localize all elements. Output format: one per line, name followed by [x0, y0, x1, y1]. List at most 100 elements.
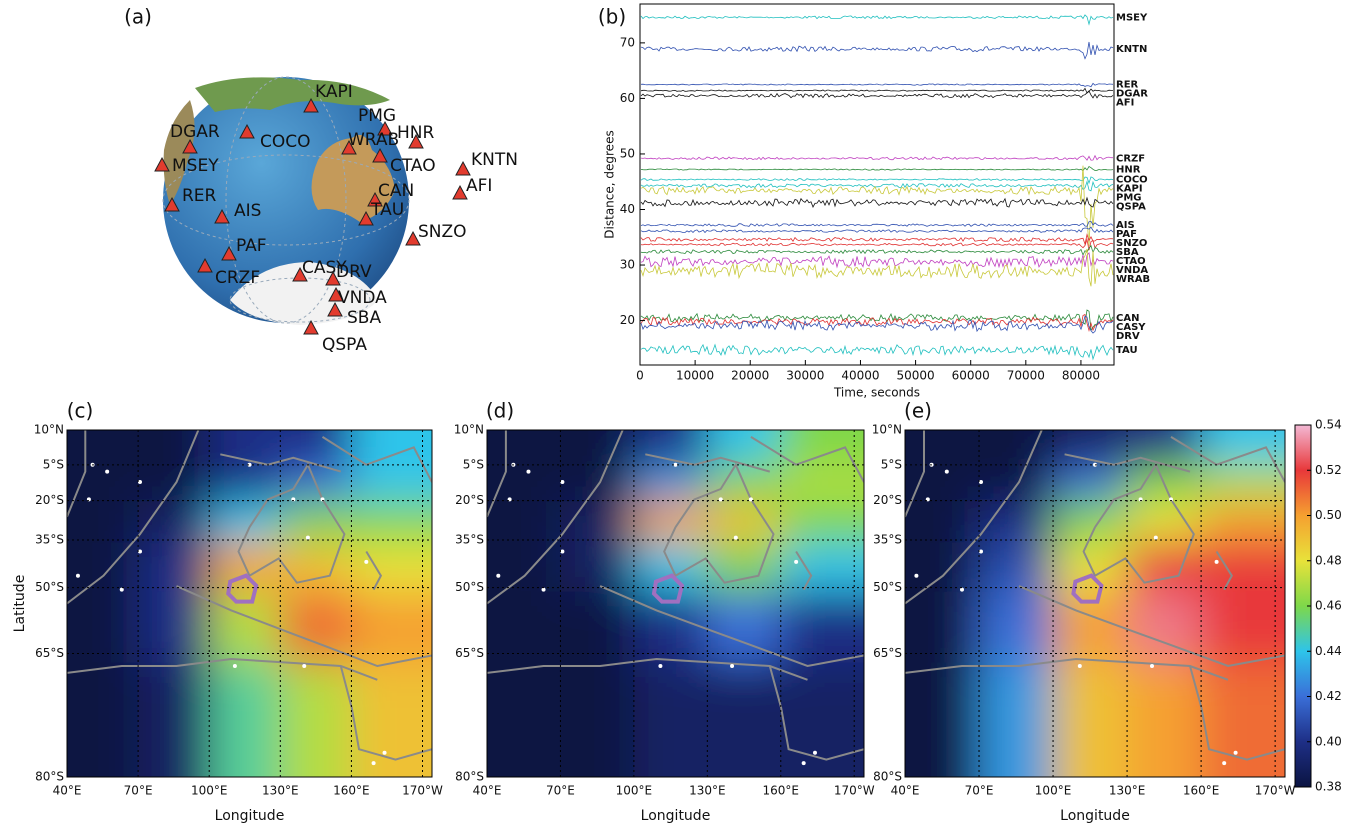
plot-frame [486, 429, 865, 778]
y-tick-label: 50 [620, 146, 635, 160]
heat-cell [280, 430, 353, 465]
heat-cell [560, 591, 635, 664]
x-tick-label: 40°E [891, 784, 920, 798]
heat-cell [351, 542, 432, 593]
heat-cell [138, 591, 211, 664]
heat-cell [487, 463, 562, 503]
x-tick-label: 170°W [834, 784, 875, 798]
y-tick-label: 10°N [872, 423, 902, 437]
colorbar-tick-label: 0.44 [1315, 644, 1342, 658]
coastline [339, 665, 432, 761]
station-marker [408, 133, 424, 149]
station-marker [452, 184, 468, 200]
coastline [663, 462, 775, 584]
trace [640, 196, 1114, 208]
station-label: CRZF [215, 268, 260, 288]
x-tick-label: 70000 [1007, 369, 1045, 383]
heat-cell [351, 501, 432, 544]
station-dot [1233, 750, 1238, 755]
station-label: HNR [1116, 165, 1141, 176]
station-label: KNTN [471, 150, 518, 170]
station-marker [221, 245, 237, 261]
heat-cell [633, 662, 709, 777]
coastline [795, 550, 813, 591]
station-label: DGAR [170, 122, 220, 142]
trace [640, 226, 1114, 234]
x-tick-label: 170°W [1255, 784, 1296, 798]
station-label: CAN [378, 181, 414, 201]
africa-land [163, 100, 195, 205]
station-marker [358, 210, 374, 226]
station-marker [164, 196, 180, 212]
heat-cell [67, 542, 140, 593]
station-label: VNDA [338, 288, 387, 308]
panel-label: (a) [124, 5, 152, 29]
station-label: CRZF [1116, 153, 1145, 164]
y-tick-label: 30 [620, 258, 635, 272]
heat-cell [905, 463, 981, 503]
station-label: QSPA [322, 335, 367, 355]
panel-label: (b) [598, 5, 626, 29]
heat-cell [1201, 591, 1285, 664]
plot-frame [639, 3, 1115, 366]
trace [640, 251, 1114, 269]
x-tick-label: 0 [636, 369, 644, 383]
station-marker [303, 319, 319, 335]
station-label: KNTN [1116, 44, 1147, 55]
station-dot [560, 480, 565, 485]
trace [640, 165, 1114, 172]
heat-cell [905, 662, 981, 777]
heat-cell [979, 501, 1055, 544]
station-label: CTAO [1116, 256, 1146, 267]
x-tick-label: 160°E [333, 784, 370, 798]
station-label: RER [1116, 80, 1139, 91]
station-dot [75, 573, 80, 578]
station-label: AIS [234, 201, 261, 221]
heatmap [487, 430, 864, 777]
trace [640, 233, 1114, 246]
x-tick-label: 170°W [402, 784, 443, 798]
station-dot [748, 497, 753, 502]
station-dot [305, 535, 310, 540]
heat-cell [1127, 430, 1203, 465]
heat-cell [905, 591, 981, 664]
y-axis-label: Latitude [12, 575, 28, 633]
source-contour [226, 573, 259, 604]
x-tick-label: 10000 [676, 369, 714, 383]
heat-cell [209, 430, 282, 465]
heat-cell [351, 463, 432, 503]
heat-cell [1201, 463, 1285, 503]
colorbar-tick-label: 0.46 [1315, 599, 1342, 613]
station-marker [303, 97, 319, 113]
station-marker [182, 138, 198, 154]
y-tick-label: 35°S [35, 533, 64, 547]
station-dot [673, 462, 678, 467]
heat-cell [905, 542, 981, 593]
heat-cell [1201, 542, 1285, 593]
trace [640, 176, 1114, 185]
trace [640, 14, 1114, 26]
station-dot [1214, 559, 1219, 564]
x-axis-label: Longitude [215, 808, 285, 824]
station-label: COCO [260, 132, 311, 152]
x-axis-label: Longitude [1060, 808, 1130, 824]
x-tick-label: 130°E [262, 784, 299, 798]
plot-frame [904, 429, 1286, 778]
coastline [1082, 462, 1195, 584]
station-dot [247, 462, 252, 467]
heat-cell [138, 501, 211, 544]
station-dot [960, 587, 964, 592]
trace [640, 315, 1114, 334]
x-tick-label: 20000 [731, 369, 769, 383]
colorbar-tick-label: 0.50 [1315, 508, 1342, 522]
station-marker [341, 139, 357, 155]
station-label: SNZO [1116, 238, 1147, 249]
y-tick-label: 60 [620, 91, 635, 105]
heat-cell [707, 501, 782, 544]
globe-ocean [163, 77, 409, 323]
station-label: QSPA [1116, 202, 1146, 213]
station-dot [979, 480, 983, 485]
heat-cell [67, 501, 140, 544]
station-label: SBA [1116, 247, 1139, 258]
x-tick-label: 70°E [546, 784, 575, 798]
